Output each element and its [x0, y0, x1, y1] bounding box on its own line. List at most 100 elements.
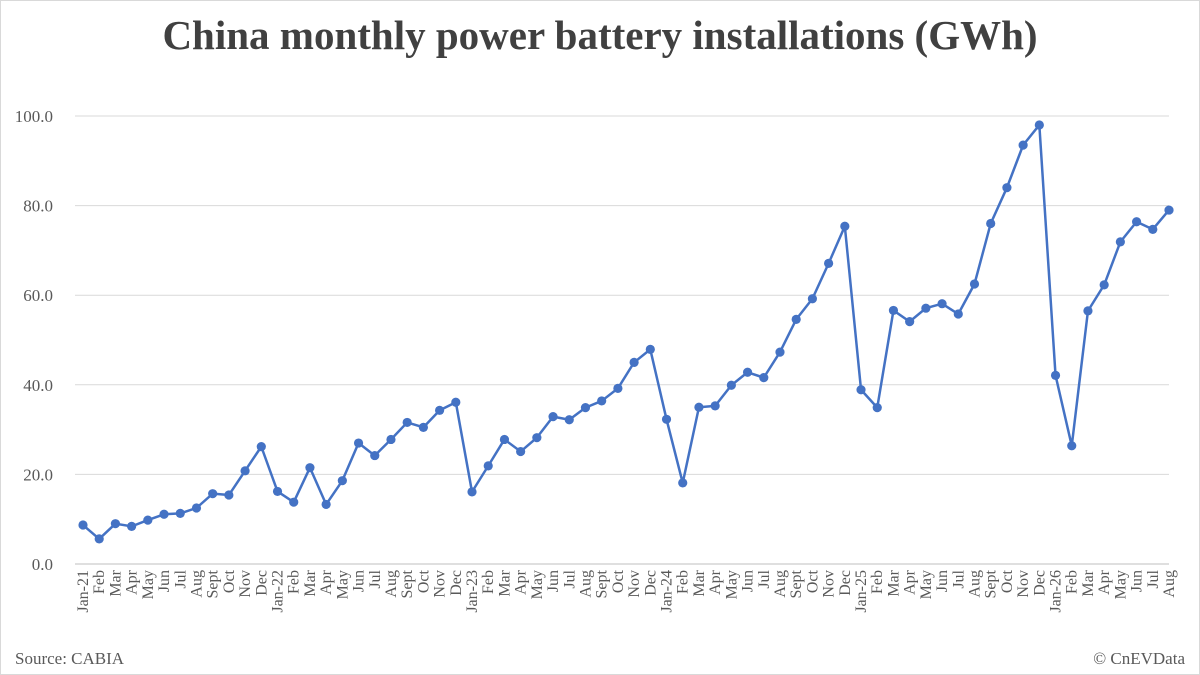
- x-tick-label: Apr: [707, 569, 724, 595]
- y-tick-label: 80.0: [23, 197, 53, 216]
- data-point: [1050, 370, 1061, 380]
- data-point: [175, 508, 185, 518]
- x-tick-label: Sept: [205, 569, 222, 598]
- data-point: [1018, 140, 1028, 150]
- data-point: [467, 487, 477, 497]
- data-point: [94, 534, 104, 544]
- data-point: [613, 383, 623, 393]
- data-point: [986, 218, 996, 229]
- x-tick-label: Jun: [740, 570, 757, 592]
- x-tick-label: Oct: [804, 569, 821, 593]
- x-axis-tick-labels: Jan-21 Feb Mar Apr May Jun Jul Aug Sept Oct Nov Dec…: [75, 569, 1178, 612]
- data-point: [532, 433, 542, 443]
- x-tick-label: Aug: [772, 570, 789, 598]
- x-tick-label: May: [1112, 570, 1129, 599]
- x-tick-label: May: [140, 570, 157, 599]
- gridlines: [75, 115, 1169, 565]
- x-tick-label: Aug: [188, 570, 205, 598]
- data-point: [143, 515, 153, 525]
- x-tick-label: Oct: [415, 569, 432, 593]
- x-tick-label: Nov: [626, 570, 643, 598]
- x-tick-label: Feb: [675, 570, 692, 594]
- data-point: [305, 463, 315, 473]
- data-point: [856, 385, 866, 395]
- x-tick-label: Nov: [1015, 570, 1032, 598]
- x-tick-label: Jan-22: [270, 570, 287, 613]
- x-tick-label: Aug: [966, 570, 983, 598]
- y-axis-tick-labels: 0.0 20.0 40.0 60.0 80.0 100.0: [15, 107, 53, 574]
- x-tick-label: Aug: [383, 570, 400, 598]
- x-tick-label: Sept: [594, 569, 611, 598]
- data-point: [386, 434, 396, 445]
- data-point: [240, 466, 250, 476]
- x-tick-label: Oct: [999, 569, 1016, 593]
- chart-title: China monthly power battery installation…: [162, 12, 1038, 58]
- x-tick-label: Jul: [172, 569, 189, 588]
- series-line: [82, 123, 1170, 541]
- x-tick-label: Dec: [1031, 570, 1048, 596]
- x-tick-label: Dec: [642, 570, 659, 596]
- data-point: [953, 309, 963, 319]
- y-tick-label: 60.0: [23, 286, 53, 305]
- x-tick-label: Aug: [1161, 570, 1178, 598]
- data-point: [224, 490, 234, 500]
- data-point: [629, 357, 639, 367]
- data-point: [645, 344, 655, 355]
- data-point: [548, 412, 558, 422]
- x-tick-label: May: [918, 570, 935, 599]
- x-tick-label: Apr: [124, 569, 141, 595]
- x-tick-label: Dec: [448, 570, 465, 596]
- x-tick-label: Jun: [934, 570, 951, 592]
- data-point: [499, 434, 510, 445]
- data-point: [597, 396, 607, 406]
- data-point: [1164, 205, 1174, 215]
- data-point: [710, 401, 720, 411]
- data-point: [661, 414, 672, 424]
- copyright-note: © CnEVData: [1093, 649, 1185, 668]
- data-point: [78, 520, 88, 530]
- x-tick-label: Apr: [318, 569, 335, 595]
- data-point: [1148, 224, 1158, 234]
- data-point: [888, 305, 899, 316]
- x-tick-label: Jul: [1145, 569, 1162, 588]
- data-point: [256, 442, 266, 452]
- x-tick-label: Jul: [950, 569, 967, 588]
- x-tick-label: May: [334, 570, 351, 599]
- data-point: [824, 258, 834, 268]
- x-tick-label: Feb: [1064, 570, 1081, 594]
- y-tick-label: 40.0: [23, 376, 53, 395]
- data-point: [564, 415, 574, 425]
- x-tick-label: Aug: [577, 570, 594, 598]
- x-tick-label: Apr: [902, 569, 919, 595]
- data-point: [289, 497, 299, 507]
- data-point: [678, 478, 688, 488]
- data-point: [726, 380, 736, 390]
- data-point: [1099, 280, 1109, 290]
- y-tick-label: 20.0: [23, 465, 53, 484]
- data-point: [337, 476, 347, 486]
- x-tick-label: Jun: [156, 570, 173, 592]
- data-point: [742, 367, 753, 377]
- data-point: [580, 403, 591, 413]
- x-tick-label: Dec: [837, 570, 854, 596]
- data-point: [1115, 237, 1125, 247]
- data-point: [905, 317, 915, 327]
- data-point: [402, 417, 412, 428]
- x-tick-label: Oct: [610, 569, 627, 593]
- x-tick-label: Feb: [91, 570, 108, 594]
- data-point: [483, 461, 493, 471]
- x-tick-label: Feb: [869, 570, 886, 594]
- data-point: [872, 403, 882, 413]
- x-tick-label: Jun: [1129, 570, 1146, 592]
- data-point: [694, 402, 704, 412]
- x-tick-label: Jan-24: [659, 570, 676, 613]
- data-point: [969, 279, 980, 289]
- x-tick-label: Nov: [432, 570, 449, 598]
- x-tick-label: Feb: [286, 570, 303, 594]
- data-point: [1083, 306, 1093, 316]
- series-line-path: [82, 123, 1170, 541]
- x-tick-label: Jan-26: [1048, 570, 1065, 613]
- y-tick-label: 0.0: [32, 555, 53, 574]
- x-tick-label: Jan-23: [464, 570, 481, 613]
